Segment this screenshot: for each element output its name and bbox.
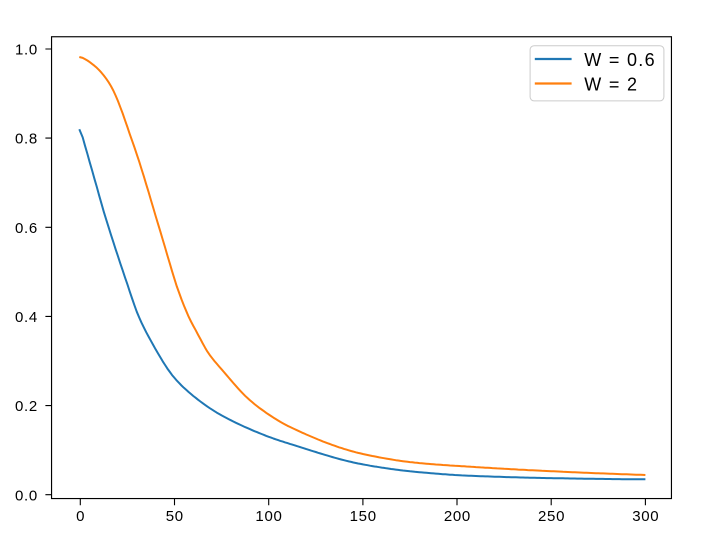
svg-text:0.8: 0.8	[15, 131, 38, 148]
svg-text:300: 300	[632, 508, 659, 525]
svg-text:150: 150	[350, 508, 377, 525]
svg-text:0: 0	[76, 508, 85, 525]
svg-text:1.0: 1.0	[15, 42, 38, 59]
svg-text:0.4: 0.4	[15, 309, 38, 326]
svg-text:W = 0.6: W = 0.6	[584, 50, 656, 70]
svg-text:200: 200	[444, 508, 471, 525]
svg-text:250: 250	[538, 508, 565, 525]
svg-text:50: 50	[166, 508, 184, 525]
svg-text:0.2: 0.2	[15, 398, 38, 415]
svg-text:100: 100	[255, 508, 282, 525]
svg-text:W = 2: W = 2	[584, 75, 638, 95]
svg-text:0.0: 0.0	[15, 487, 38, 504]
svg-text:0.6: 0.6	[15, 220, 38, 237]
